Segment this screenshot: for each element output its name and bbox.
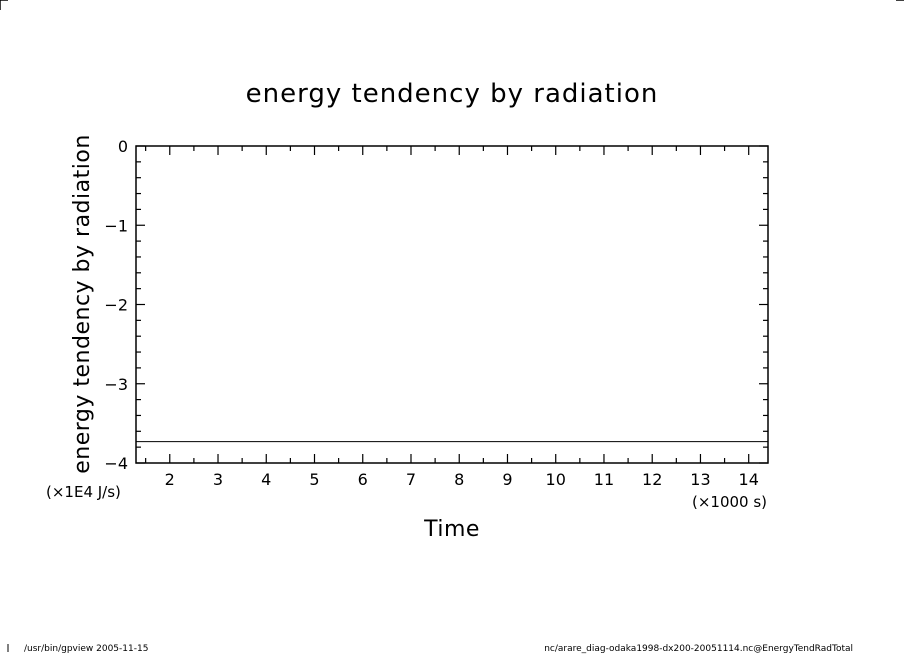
x-axis-label: Time — [423, 517, 480, 542]
y-tick-label: −3 — [104, 375, 128, 394]
x-tick-label: 6 — [358, 470, 368, 489]
y-tick-label: 0 — [118, 137, 128, 156]
x-tick-label: 7 — [406, 470, 416, 489]
y-tick-labels: 0 −1 −2 −3 −4 — [104, 137, 128, 473]
footer-left: /usr/bin/gpview 2005-11-15 — [24, 644, 148, 654]
x-tick-label: 3 — [213, 470, 223, 489]
corner-mark-top-left — [0, 0, 8, 10]
x-tick-label: 13 — [690, 470, 710, 489]
x-tick-label: 11 — [594, 470, 614, 489]
x-tick-labels: 2 3 4 5 6 7 8 9 10 11 12 13 14 — [165, 470, 759, 489]
x-tick-label: 8 — [454, 470, 464, 489]
tick-marks — [136, 145, 768, 464]
x-unit-label: (×1000 s) — [692, 493, 767, 511]
x-tick-label: 2 — [165, 470, 175, 489]
y-tick-label: −2 — [104, 296, 128, 315]
x-tick-label: 14 — [739, 470, 759, 489]
x-tick-label: 10 — [546, 470, 566, 489]
y-axis-label: energy tendency by radiation — [70, 134, 95, 474]
y-tick-label: −1 — [104, 216, 128, 235]
x-tick-label: 12 — [642, 470, 662, 489]
y-tick-label: −4 — [104, 454, 128, 473]
x-tick-label: 9 — [502, 470, 512, 489]
y-unit-label: (×1E4 J/s) — [46, 483, 121, 501]
chart-title: energy tendency by radiation — [246, 79, 659, 109]
footer-right: nc/arare_diag-odaka1998-dx200-20051114.n… — [544, 644, 853, 654]
x-tick-label: 5 — [309, 470, 319, 489]
plot-frame — [135, 145, 769, 464]
x-tick-label: 4 — [261, 470, 271, 489]
